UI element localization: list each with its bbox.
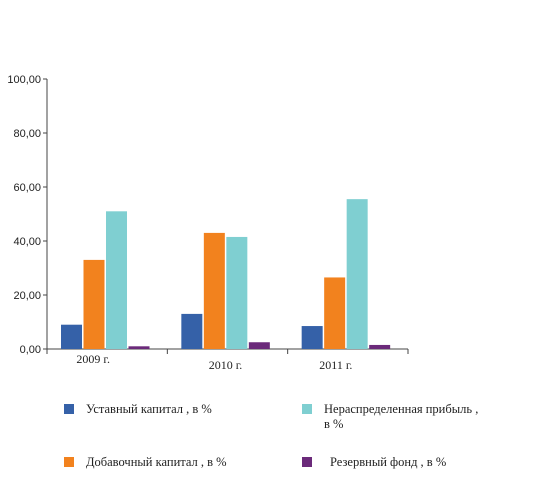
legend-label: Уставный капитал , в % [86, 402, 212, 416]
bar [61, 324, 82, 349]
x-tick-label: 2011 г. [319, 358, 352, 372]
y-tick-label: 20,00 [13, 290, 41, 302]
legend-item-rezervny: Резервный фонд , в % [302, 455, 522, 475]
bar [301, 326, 323, 349]
y-tick-label: 40,00 [13, 236, 41, 248]
legend-item-ustavny: Уставный капитал , в % [64, 402, 284, 422]
x-tick-label: 2009 г. [76, 352, 110, 366]
legend-item-dobavochny: Добавочный капитал , в % [64, 455, 284, 475]
y-tick-label: 80,00 [13, 128, 41, 140]
legend-label: Добавочный капитал , в % [86, 455, 227, 469]
chart-bars [61, 199, 391, 349]
legend-swatch [64, 404, 74, 414]
bar [226, 236, 248, 349]
legend-swatch [302, 457, 312, 467]
x-tick-label: 2010 г. [209, 358, 243, 372]
bar [248, 342, 270, 349]
bar [369, 344, 391, 349]
bar [128, 346, 150, 349]
legend-label: Нераспределенная прибыль , в % [324, 402, 479, 431]
chart-labels: 0,00 20,00 40,00 60,00 80,00 100,00 2009 г. 201… [7, 74, 352, 372]
y-tick-label: 0,00 [20, 344, 41, 356]
bar [324, 277, 346, 349]
legend-swatch [302, 404, 312, 414]
bar [106, 211, 127, 349]
legend-item-neraspredelennaya: Нераспределенная прибыль , в % [302, 402, 527, 436]
bar [203, 232, 225, 349]
bar [83, 259, 105, 349]
bar [346, 199, 368, 349]
legend-label: Резервный фонд , в % [330, 455, 447, 469]
legend-swatch [64, 457, 74, 467]
bar [181, 313, 203, 349]
y-tick-label: 100,00 [7, 74, 41, 86]
y-tick-label: 60,00 [13, 182, 41, 194]
